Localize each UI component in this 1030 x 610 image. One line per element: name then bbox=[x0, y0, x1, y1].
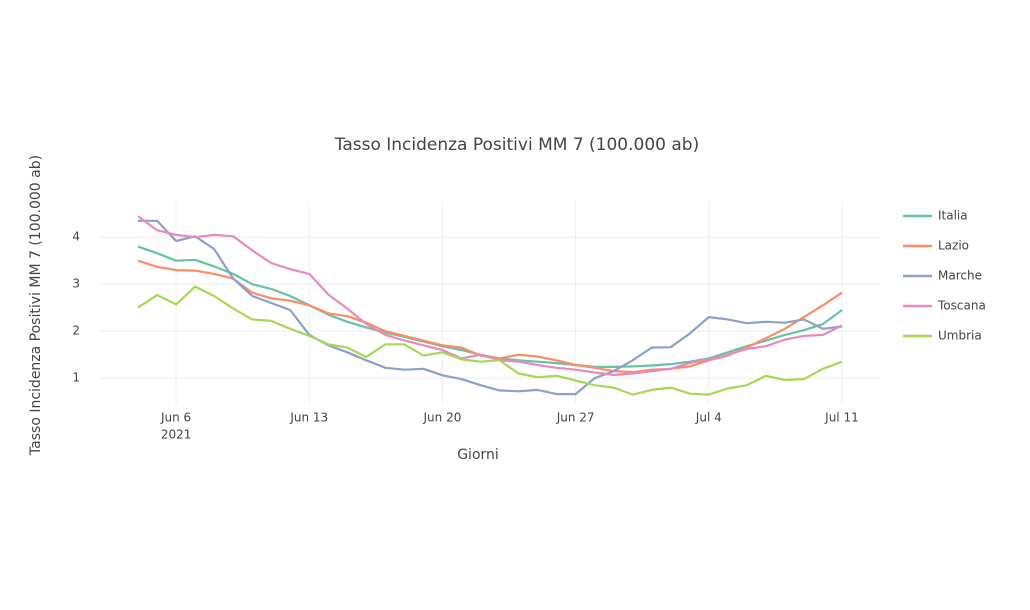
legend-label: Lazio bbox=[938, 239, 969, 253]
y-axis-title: Tasso Incidenza Positivi MM 7 (100.000 a… bbox=[28, 155, 44, 456]
series-line bbox=[137, 259, 843, 374]
legend-label: Marche bbox=[938, 269, 982, 283]
series-line bbox=[137, 245, 843, 368]
legend-label: Umbria bbox=[938, 329, 982, 343]
legend-label: Toscana bbox=[937, 299, 986, 313]
x-tick-label: Jun 6 bbox=[160, 411, 191, 425]
x-tick-label: Jul 4 bbox=[695, 411, 722, 425]
legend-label: Italia bbox=[938, 209, 968, 223]
y-tick-label: 4 bbox=[72, 230, 80, 244]
series-line bbox=[137, 215, 843, 376]
x-tick-label: Jul 11 bbox=[824, 411, 859, 425]
series-line bbox=[137, 285, 843, 396]
x-tick-label: Jun 20 bbox=[423, 411, 462, 425]
y-tick-label: 3 bbox=[72, 277, 80, 291]
series-line bbox=[138, 219, 843, 396]
y-tick-label: 1 bbox=[72, 371, 80, 385]
x-tick-year: 2021 bbox=[161, 428, 192, 442]
chart-title: Tasso Incidenza Positivi MM 7 (100.000 a… bbox=[334, 135, 699, 155]
x-tick-label: Jun 13 bbox=[289, 411, 328, 425]
x-axis-title: Giorni bbox=[457, 447, 499, 463]
x-tick-label: Jun 27 bbox=[556, 411, 595, 425]
y-tick-label: 2 bbox=[72, 324, 80, 338]
